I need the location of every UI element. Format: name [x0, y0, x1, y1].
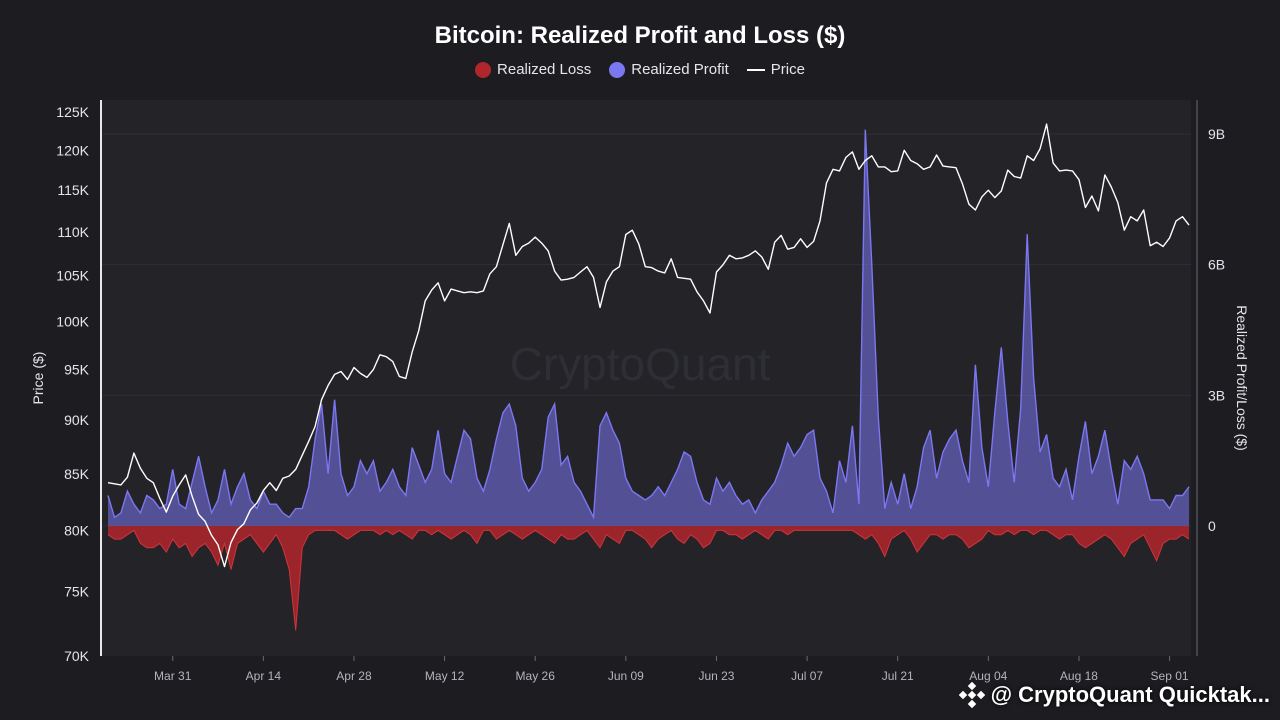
y-left-ticks: 125K 120K 115K 110K 105K 100K 95K 90K 85K 80K 75K 7… — [56, 104, 89, 664]
watermark-text: CryptoQuant — [510, 338, 771, 390]
x-tick-label: May 26 — [516, 669, 556, 683]
x-ticks: Mar 31 Apr 14 Apr 28 May 12 May 26 Jun 09 Jun … — [154, 656, 1189, 683]
legend-label-realized-profit: Realized Profit — [631, 61, 729, 78]
y-left-tick-label: 110K — [57, 224, 89, 240]
y-left-tick-label: 125K — [56, 104, 89, 120]
legend-label-price: Price — [770, 61, 805, 78]
loss-layer — [107, 526, 1190, 631]
legend-label-realized-loss: Realized Loss — [497, 61, 592, 78]
x-tick-label: May 12 — [425, 669, 465, 683]
realized-profit-line — [107, 129, 1190, 520]
cryptoquant-badge[interactable]: @ CryptoQuant Quicktak... — [958, 682, 1270, 708]
y-right-axis-title: Realized Profit/Loss ($) — [1234, 305, 1250, 451]
y-left-tick-label: 80K — [64, 523, 90, 539]
badge-text: @ CryptoQuant Quicktak... — [990, 682, 1270, 707]
realized-profit-swatch-icon — [609, 61, 626, 78]
x-tick-label: Jun 09 — [608, 669, 644, 683]
legend-item-price[interactable]: Price — [746, 61, 805, 78]
y-left-tick-label: 85K — [64, 466, 90, 482]
x-tick-label: Jul 21 — [882, 669, 914, 683]
legend: Realized Loss Realized Profit Price — [0, 61, 1280, 78]
y-left-tick-label: 105K — [56, 268, 89, 284]
binance-logo-icon — [958, 682, 985, 708]
x-tick-label: Sep 01 — [1151, 669, 1189, 683]
realized-loss-area — [108, 526, 1189, 631]
price-line-swatch-icon — [746, 68, 765, 71]
x-tick-label: Aug 04 — [969, 669, 1007, 683]
y-left-tick-label: 100K — [56, 313, 89, 329]
realized-profit-area — [108, 129, 1189, 526]
y-right-tick-label: 9B — [1208, 126, 1225, 142]
y-right-ticks: 9B 6B 3B 0 — [1208, 126, 1225, 534]
realized-loss-line — [107, 529, 1190, 631]
x-tick-label: Jul 07 — [791, 669, 823, 683]
price-layer — [107, 123, 1190, 568]
x-tick-label: Aug 18 — [1060, 669, 1098, 683]
chart-title: Bitcoin: Realized Profit and Loss ($) — [434, 22, 846, 49]
price-line — [107, 123, 1190, 568]
y-left-tick-label: 115K — [57, 182, 89, 198]
y-left-tick-label: 95K — [64, 361, 90, 377]
y-right-tick-label: 0 — [1208, 518, 1216, 534]
y-left-axis-title: Price ($) — [30, 352, 46, 405]
y-left-tick-label: 90K — [64, 412, 90, 428]
y-left-tick-label: 70K — [64, 648, 90, 664]
y-right-tick-label: 6B — [1208, 257, 1225, 273]
legend-item-realized-loss[interactable]: Realized Loss — [475, 61, 591, 78]
x-tick-label: Apr 14 — [246, 669, 282, 683]
y-left-tick-label: 120K — [56, 142, 89, 158]
x-tick-label: Jun 23 — [698, 669, 734, 683]
profit-layer — [107, 129, 1190, 526]
x-tick-label: Apr 28 — [336, 669, 372, 683]
plot-area — [101, 100, 1191, 656]
y-left-tick-label: 75K — [64, 583, 90, 599]
realized-loss-swatch-icon — [475, 61, 492, 78]
y-right-tick-label: 3B — [1208, 387, 1225, 403]
x-tick-label: Mar 31 — [154, 669, 192, 683]
legend-item-realized-profit[interactable]: Realized Profit — [609, 61, 729, 78]
